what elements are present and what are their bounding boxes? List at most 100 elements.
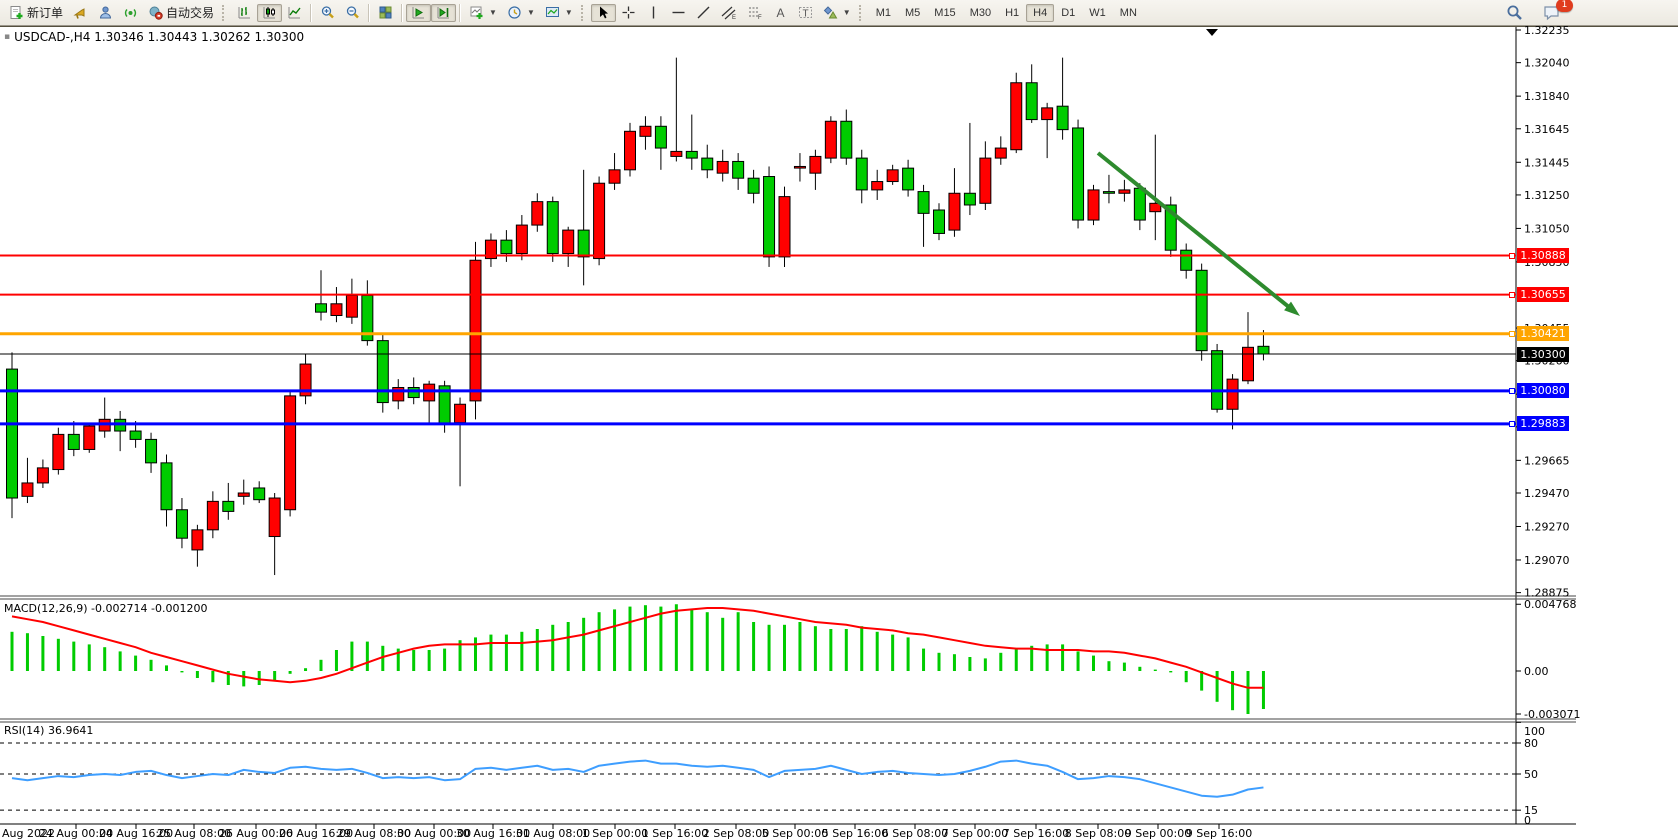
candle-body [253,487,266,501]
timeframe-d1-button[interactable]: D1 [1054,4,1082,22]
support-resistance-lines[interactable] [0,254,1516,426]
time-axis-label: 1 Sep 00:00 [582,827,648,840]
price-tick-label: 1.29070 [1524,554,1570,567]
horizontal-line-tool-button[interactable] [666,4,691,22]
period-clock-icon [507,5,522,20]
candle-body [1025,82,1038,121]
trendline-tool-button[interactable] [691,4,716,22]
macd-histogram-bar [273,671,277,681]
level-marker [1509,420,1515,427]
candle-body [732,160,745,179]
macd-histogram-bar [149,659,153,671]
line-chart-icon [287,5,302,20]
macd-pane: 0.004768 0.00 -0.003071 [10,598,1580,721]
new-order-icon [9,5,24,20]
macd-histogram-bar [551,624,555,671]
profile-button[interactable] [93,4,118,22]
line-chart-button[interactable] [282,4,307,22]
vertical-line-tool-button[interactable] [641,4,666,22]
rsi-axis-label: 15 [1524,804,1538,817]
toolbar-separator [310,3,313,22]
text-tool-button[interactable]: A [768,4,793,22]
time-axis-label: 7 Sep 00:00 [942,827,1008,840]
chevron-down-icon: ▼ [526,8,535,17]
chart-shift-marker[interactable] [1206,29,1218,36]
macd-histogram-bar [783,624,786,671]
macd-histogram-bar [72,641,76,671]
channel-tool-button[interactable]: E [716,4,742,22]
toolbar-handle[interactable] [222,4,229,21]
timeframe-m30-button[interactable]: M30 [963,4,998,22]
toolbar-handle[interactable] [858,4,866,21]
chart-title-text: USDCAD-,H4 1.30346 1.30443 1.30262 1.303… [14,30,305,44]
candle-body [484,239,497,260]
macd-histogram-bar [427,650,431,671]
candle-body [685,150,698,159]
macd-histogram-bar [489,634,493,671]
macd-histogram-bar [474,637,477,671]
macd-histogram-bar [922,648,926,671]
bar-chart-button[interactable] [232,4,257,22]
candle-body [284,395,297,511]
timeframe-mn-button[interactable]: MN [1113,4,1144,22]
macd-histogram-bar [860,626,864,671]
timeframe-h1-button[interactable]: H1 [998,4,1026,22]
new-chart-button[interactable]: ▼ [464,4,502,22]
trend-arrow[interactable] [1096,151,1300,316]
tile-windows-button[interactable] [373,4,398,22]
auto-trading-button[interactable]: 自动交易 [143,4,219,22]
macd-histogram-bar [195,671,199,678]
price-chart[interactable]: 1.32235 1.32040 1.31840 1.31645 1.31445 1.312… [0,26,1678,840]
candle-body [979,157,992,204]
time-axis-label: 2 Sep 08:00 [703,827,769,840]
cursor-icon [596,5,611,20]
rsi-axis-label: 80 [1524,737,1538,750]
label-tool-button[interactable]: T [793,4,818,22]
macd-histogram-bar [56,638,60,671]
chevron-down-icon: ▼ [842,8,851,17]
auto-scroll-button[interactable] [406,3,432,22]
trendline-icon [696,5,711,20]
macd-histogram-bar [319,659,323,671]
cursor-tool-button[interactable] [590,3,616,22]
macd-histogram-bar [535,629,539,671]
timeframe-m1-button[interactable]: M1 [869,4,898,22]
zoom-in-button[interactable] [315,4,340,22]
toolbar-handle[interactable] [580,4,588,21]
macd-axis-label: 0.004768 [1524,598,1577,611]
macd-histogram-bar [458,640,462,671]
candle-body [608,169,621,184]
quotes-horn-button[interactable] [68,4,93,22]
template-button[interactable]: ▼ [540,4,578,22]
notification-badge[interactable]: 1 [1556,0,1573,12]
period-clock-button[interactable]: ▼ [502,4,540,22]
search-button[interactable] [1501,4,1528,22]
candle-body [1056,105,1069,131]
chart-shift-icon [436,5,451,20]
macd-histogram-bar [381,645,385,671]
fibonacci-tool-button[interactable]: F [742,4,768,22]
timeframe-m15-button[interactable]: M15 [927,4,962,22]
timeframe-m5-button[interactable]: M5 [898,4,927,22]
candle-body [175,509,188,539]
new-order-button[interactable]: 新订单 [4,4,68,22]
chart-shift-button[interactable] [431,3,457,22]
timeframe-h4-button[interactable]: H4 [1026,3,1055,22]
time-axis-label: 29 Aug 08:00 [337,827,411,840]
crosshair-tool-button[interactable] [616,4,641,22]
macd-histogram-bar [211,671,215,683]
candle-body [160,462,173,511]
text-icon: A [773,5,788,20]
signal-button[interactable] [118,4,143,22]
shapes-tool-button[interactable]: ▼ [818,4,856,22]
macd-histogram-bar [304,668,308,671]
candle-chart-button[interactable] [257,3,283,22]
candle-body [1164,204,1177,251]
price-tick-label: 1.32040 [1524,57,1570,70]
candle-body [423,383,436,402]
candle-body [83,425,96,450]
zoom-out-button[interactable] [340,4,365,22]
timeframe-w1-button[interactable]: W1 [1082,4,1113,22]
search-icon [1506,4,1523,21]
candle-body [948,192,961,231]
